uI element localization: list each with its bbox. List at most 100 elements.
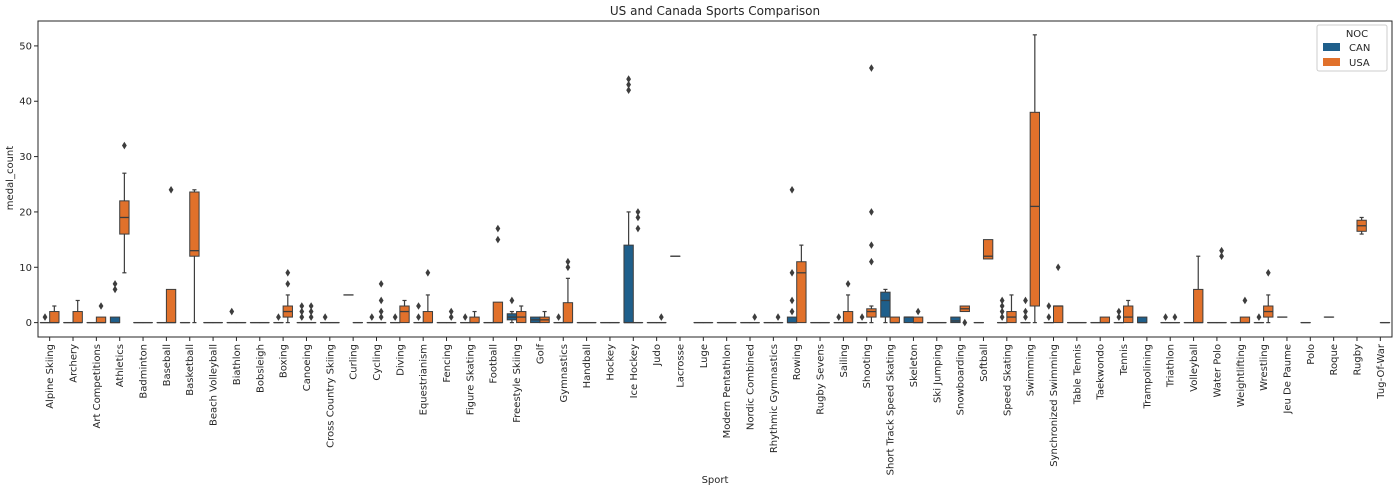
box-usa-46: [1099, 316, 1111, 324]
outlier-point: [789, 307, 795, 316]
box-usa-37: [889, 316, 900, 324]
box-body: [72, 311, 83, 324]
box-body: [880, 291, 891, 318]
x-tick-label: Cross Country Skiing: [325, 344, 336, 448]
outlier-point: [635, 213, 641, 222]
outlier-point: [845, 280, 851, 288]
x-tick-label: Curling: [349, 344, 360, 380]
box-usa-36: [866, 64, 877, 324]
box-body: [562, 302, 574, 324]
box-can-23: [553, 313, 564, 324]
outlier-point: [378, 280, 384, 288]
box-body: [492, 301, 504, 324]
box-usa-20: [492, 224, 504, 324]
x-axis-label: Sport: [702, 475, 729, 486]
x-tick-label: Modern Pentathlon: [722, 344, 733, 438]
box-usa-38: [912, 307, 924, 324]
outlier-point: [448, 307, 454, 316]
x-tick-label: Judo: [652, 344, 663, 367]
x-tick-label: Snowboarding: [956, 344, 967, 415]
plot-frame: [37, 20, 1393, 338]
box-body: [1099, 316, 1111, 324]
box-can-19: [460, 313, 471, 324]
box-can-33: [786, 185, 798, 324]
box-can-12: [296, 302, 307, 324]
box-usa-7: [189, 189, 200, 324]
x-tick-label: Figure Skating: [465, 344, 476, 415]
box-can-11: [273, 313, 284, 324]
outlier-point: [626, 86, 632, 94]
x-tick-label: Lacrosse: [675, 344, 686, 388]
x-tick-label: Rhythmic Gymnastics: [769, 344, 780, 453]
y-tick-label: 30: [19, 152, 32, 163]
box-can-47: [1113, 307, 1125, 324]
x-tick-label: Art Competitions: [92, 344, 103, 428]
box-can-38: [903, 316, 914, 324]
x-tick-label: Trampolining: [1142, 344, 1153, 409]
box-can-44: [1043, 302, 1055, 324]
x-tick-label: Beach Volleyball: [209, 344, 220, 426]
box-body: [1123, 305, 1134, 324]
x-tick-label: Water Polo: [1212, 344, 1223, 397]
box-body: [1137, 316, 1148, 324]
outlier-point: [98, 302, 104, 310]
box-usa-44: [1053, 263, 1064, 324]
x-tick-label: Polo: [1306, 344, 1317, 365]
box-body: [109, 316, 121, 324]
x-tick-label: Boxing: [279, 344, 290, 378]
x-tick-label: Swimming: [1026, 344, 1037, 396]
box-can-35: [833, 313, 844, 324]
box-usa-32: [772, 313, 784, 324]
box-body: [422, 311, 434, 324]
y-tick-label: 40: [19, 97, 32, 108]
outlier-point: [1116, 313, 1122, 321]
box-can-16: [390, 313, 401, 324]
box-can-26: [623, 75, 634, 324]
outlier-point: [635, 208, 641, 216]
outlier-point: [168, 185, 174, 194]
outlier-point: [869, 208, 874, 216]
outlier-point: [565, 263, 571, 272]
outlier-point: [999, 307, 1005, 316]
outlier-point: [775, 313, 781, 321]
box-can-15: [366, 313, 378, 324]
outlier-point: [1055, 263, 1061, 272]
outlier-point: [285, 269, 291, 277]
x-tick-label: Table Tennis: [1072, 344, 1083, 405]
outlier-point: [658, 313, 664, 321]
outlier-point: [229, 307, 235, 316]
box-usa-21: [516, 305, 527, 324]
plot-area: [39, 34, 1391, 327]
x-tick-label: Short Track Speed Skating: [886, 344, 897, 475]
x-tick-label: Luge: [699, 344, 710, 368]
x-tick-label: Baseball: [162, 344, 173, 386]
x-tick-label: Sailing: [839, 344, 850, 378]
box-body: [912, 316, 924, 324]
box-usa-11: [282, 269, 293, 324]
outlier-point: [509, 296, 515, 305]
box-usa-50: [1193, 255, 1204, 324]
box-can-53: [1253, 313, 1265, 324]
x-tick-label: Jeu De Paume: [1282, 344, 1293, 415]
box-can-21: [506, 296, 518, 324]
y-tick-label: 0: [26, 318, 32, 329]
box-can-13: [319, 313, 331, 324]
x-tick-label: Golf: [535, 344, 546, 365]
outlier-point: [112, 280, 118, 288]
x-tick-label: Basketball: [185, 344, 196, 396]
box-usa-42: [1006, 294, 1017, 324]
box-usa-43: [1029, 34, 1040, 324]
x-tick-label: Softball: [979, 344, 990, 382]
box-usa-40: [959, 305, 970, 327]
outlier-point: [999, 296, 1005, 305]
box-usa-57: [1356, 216, 1367, 235]
chart-title: US and Canada Sports Comparison: [610, 4, 820, 18]
box-can-48: [1137, 316, 1148, 324]
x-tick-label: Gymnastics: [559, 344, 570, 403]
x-tick-label: Rugby Sevens: [816, 344, 827, 415]
outlier-point: [752, 313, 758, 321]
outlier-point: [1046, 313, 1052, 321]
box-body: [1193, 288, 1204, 324]
outlier-point: [378, 313, 384, 321]
